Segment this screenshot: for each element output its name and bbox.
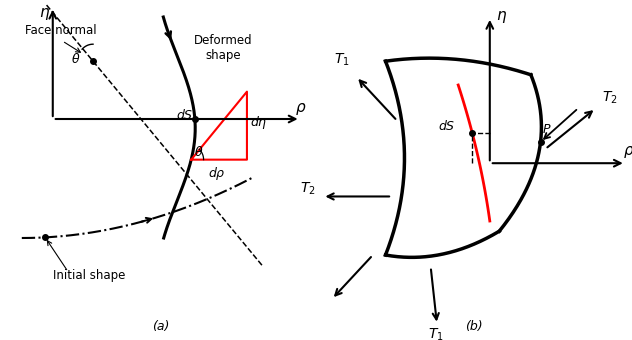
Text: $T_1$: $T_1$ xyxy=(334,51,350,68)
Text: $dS$: $dS$ xyxy=(176,108,193,122)
Text: $T_1$: $T_1$ xyxy=(427,326,443,340)
Text: Initial shape: Initial shape xyxy=(53,269,125,282)
Text: $\theta$: $\theta$ xyxy=(194,145,204,159)
Text: $dS$: $dS$ xyxy=(437,119,455,133)
Text: $T_2$: $T_2$ xyxy=(300,181,316,198)
Text: $\eta$: $\eta$ xyxy=(496,10,507,26)
Text: $d\rho$: $d\rho$ xyxy=(208,165,226,182)
Text: Deformed
shape: Deformed shape xyxy=(194,34,252,62)
Text: (a): (a) xyxy=(152,320,170,333)
Text: $\rho$: $\rho$ xyxy=(623,144,632,160)
Text: $\eta$: $\eta$ xyxy=(39,5,51,22)
Text: (b): (b) xyxy=(465,320,483,333)
Text: $d\eta$: $d\eta$ xyxy=(250,114,267,131)
Text: Face normal: Face normal xyxy=(25,24,97,37)
Text: $T_2$: $T_2$ xyxy=(602,89,617,106)
Text: $P$: $P$ xyxy=(542,123,552,136)
Text: $\rho$: $\rho$ xyxy=(295,101,307,117)
Text: $\theta$: $\theta$ xyxy=(71,52,81,66)
